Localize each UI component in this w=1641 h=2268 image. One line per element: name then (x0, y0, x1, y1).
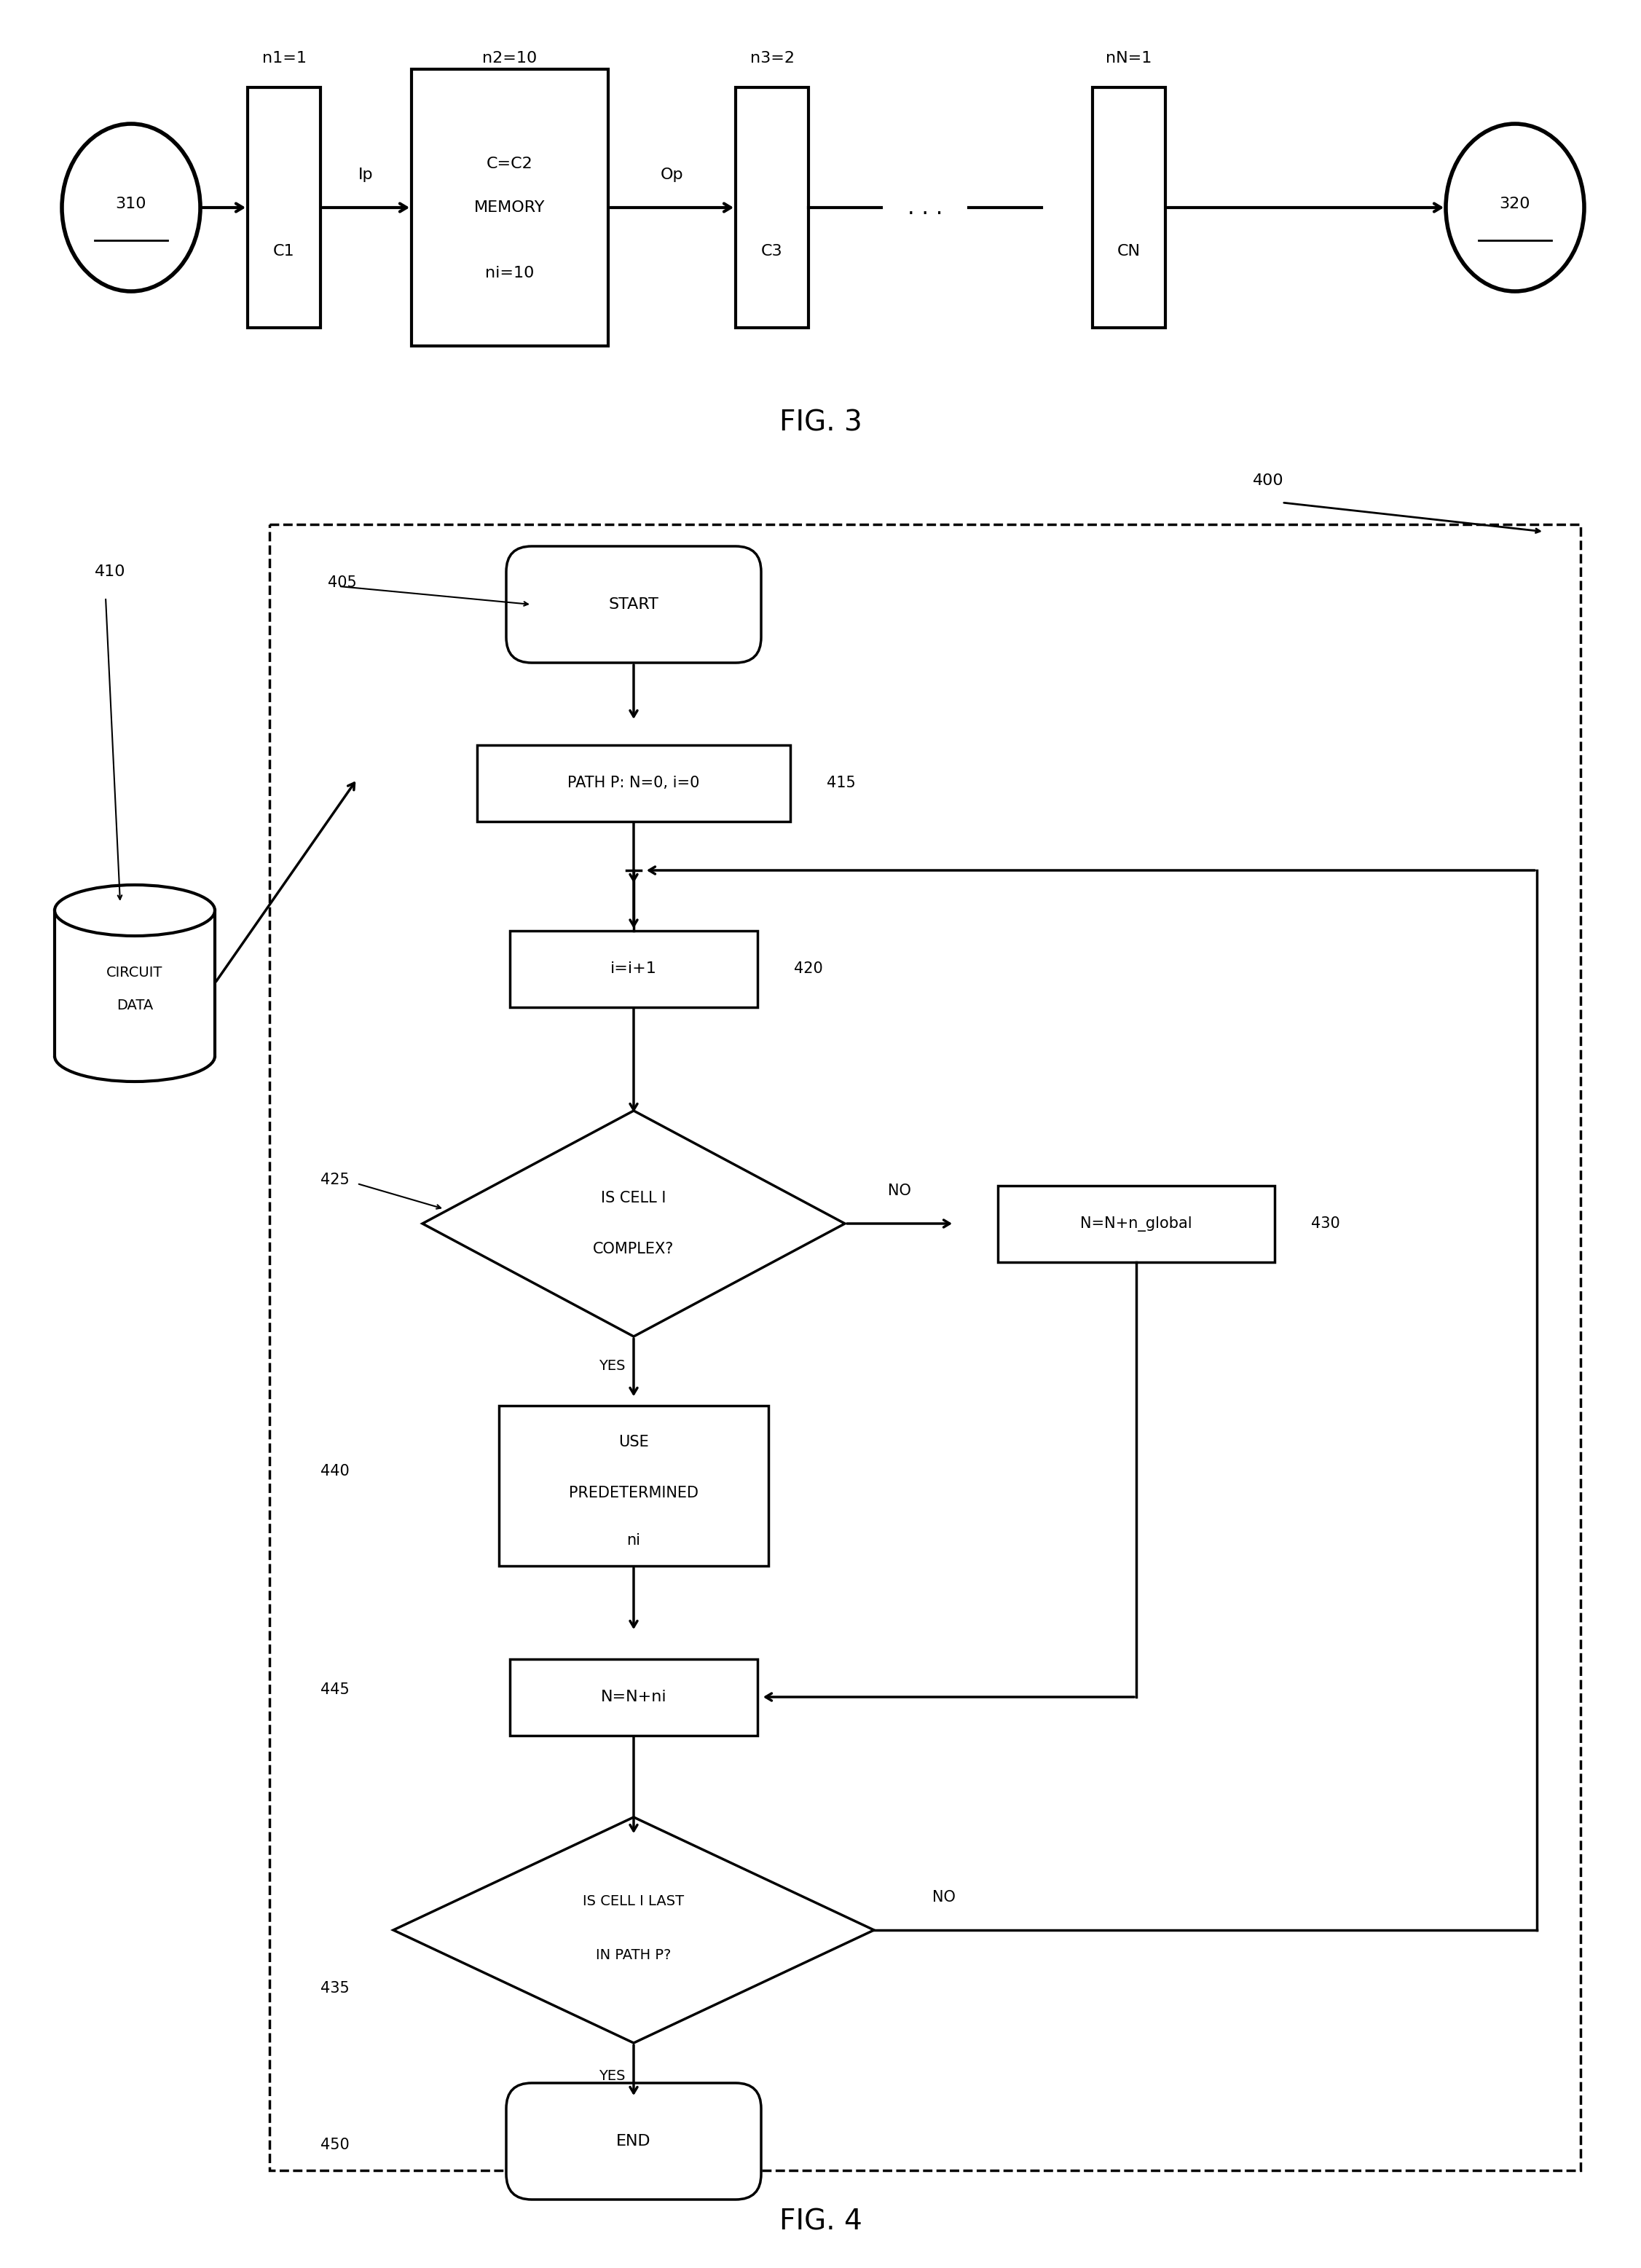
Text: 450: 450 (320, 2139, 350, 2152)
Text: FIG. 3: FIG. 3 (779, 408, 862, 435)
Text: 400: 400 (1252, 474, 1283, 488)
Text: 320: 320 (1500, 197, 1531, 211)
Ellipse shape (54, 885, 215, 937)
Text: nN=1: nN=1 (1106, 50, 1152, 66)
Text: 440: 440 (320, 1463, 350, 1479)
FancyBboxPatch shape (505, 547, 761, 662)
Text: 430: 430 (1311, 1216, 1341, 1232)
Text: END: END (617, 2134, 651, 2148)
Text: COMPLEX?: COMPLEX? (592, 1243, 674, 1256)
Text: DATA: DATA (117, 998, 153, 1012)
Text: PATH P: N=0, i=0: PATH P: N=0, i=0 (568, 776, 699, 789)
Text: MEMORY: MEMORY (474, 200, 545, 215)
Text: N=N+n_global: N=N+n_global (1080, 1216, 1193, 1232)
Text: ni=10: ni=10 (486, 265, 535, 281)
Text: 445: 445 (320, 1683, 350, 1696)
Bar (269, 524, 1580, 2170)
Text: 310: 310 (115, 197, 146, 211)
Text: n1=1: n1=1 (263, 50, 307, 66)
Text: . . .: . . . (907, 197, 942, 218)
Text: 415: 415 (827, 776, 855, 789)
Text: YES: YES (599, 2068, 625, 2082)
Text: i=i+1: i=i+1 (610, 962, 656, 975)
Text: NO: NO (932, 1889, 955, 1905)
Bar (412, 70, 609, 347)
Text: C=C2: C=C2 (487, 156, 533, 170)
Ellipse shape (1446, 125, 1584, 290)
Bar (478, 744, 791, 821)
Text: 425: 425 (320, 1173, 350, 1186)
Bar (735, 88, 809, 329)
Bar (1093, 88, 1165, 329)
Bar (998, 1186, 1275, 1261)
Text: PREDETERMINED: PREDETERMINED (569, 1486, 699, 1501)
Bar (499, 1406, 768, 1565)
Ellipse shape (62, 125, 200, 290)
Text: CN: CN (1118, 245, 1140, 259)
Text: USE: USE (619, 1436, 648, 1449)
Text: IS CELL I: IS CELL I (601, 1191, 666, 1204)
Text: Ip: Ip (358, 168, 374, 181)
Text: 435: 435 (320, 1980, 350, 1996)
Text: n3=2: n3=2 (750, 50, 794, 66)
Bar (510, 930, 758, 1007)
Text: START: START (609, 596, 658, 612)
Text: 420: 420 (794, 962, 822, 975)
Text: C3: C3 (761, 245, 783, 259)
Polygon shape (422, 1111, 845, 1336)
Bar (248, 88, 320, 329)
Bar (510, 1658, 758, 1735)
Text: IS CELL I LAST: IS CELL I LAST (583, 1894, 684, 1907)
Text: YES: YES (599, 1359, 625, 1372)
Text: n2=10: n2=10 (482, 50, 537, 66)
Text: 410: 410 (95, 565, 126, 578)
Text: CIRCUIT: CIRCUIT (107, 966, 162, 980)
Text: ni: ni (627, 1533, 640, 1547)
Text: N=N+ni: N=N+ni (601, 1690, 666, 1703)
Polygon shape (394, 1817, 875, 2043)
Text: 405: 405 (328, 576, 356, 590)
Text: IN PATH P?: IN PATH P? (596, 1948, 671, 1962)
FancyBboxPatch shape (505, 2082, 761, 2200)
Text: FIG. 4: FIG. 4 (779, 2207, 862, 2236)
Text: NO: NO (888, 1184, 911, 1198)
Text: Op: Op (660, 168, 683, 181)
Text: C1: C1 (274, 245, 295, 259)
